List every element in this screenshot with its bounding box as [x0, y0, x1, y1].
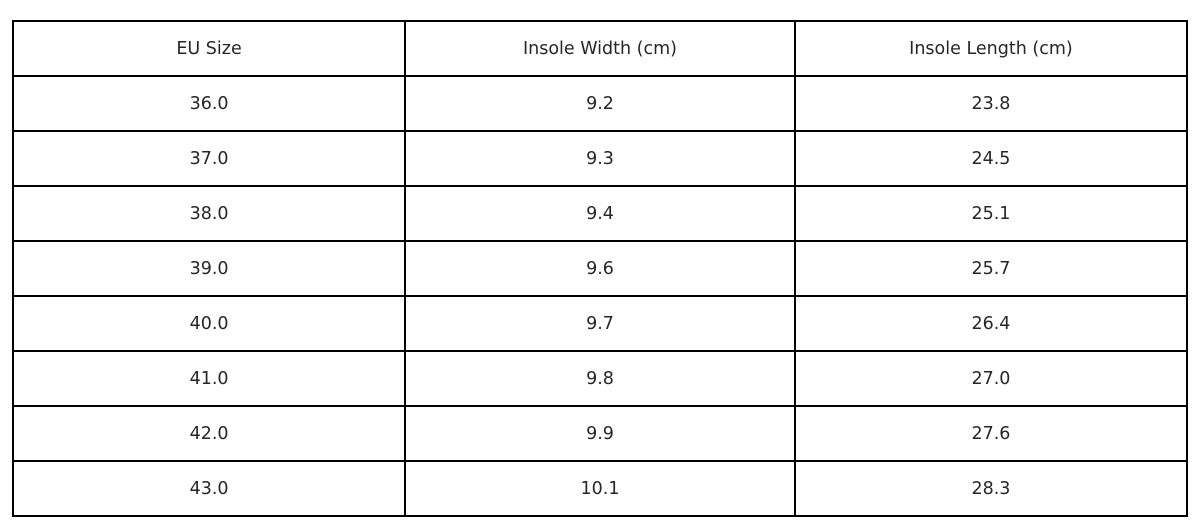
table-cell: 42.0	[11, 405, 407, 462]
table-cell: 27.6	[793, 405, 1189, 462]
table-cell: 37.0	[11, 130, 407, 187]
table-cell: 9.4	[404, 185, 796, 242]
table-cell: 10.1	[404, 460, 796, 517]
column-header: EU Size	[11, 20, 407, 77]
table-cell: 38.0	[11, 185, 407, 242]
table-row: 39.0 9.6 25.7	[11, 240, 1189, 297]
table-cell: 9.2	[404, 75, 796, 132]
table-row: 43.0 10.1 28.3	[11, 460, 1189, 517]
header-row: EU Size Insole Width (cm) Insole Length (c…	[11, 20, 1189, 77]
table-cell: 43.0	[11, 460, 407, 517]
table-body: 36.0 9.2 23.8 37.0 9.3 24.5 38.0 9.4 25.1 39.0 9.6…	[11, 75, 1189, 517]
size-chart-container: EU Size Insole Width (cm) Insole Length (c…	[11, 20, 1189, 517]
table-row: 41.0 9.8 27.0	[11, 350, 1189, 407]
table-cell: 9.3	[404, 130, 796, 187]
table-cell: 27.0	[793, 350, 1189, 407]
table-cell: 25.1	[793, 185, 1189, 242]
table-cell: 25.7	[793, 240, 1189, 297]
table-cell: 40.0	[11, 295, 407, 352]
table-cell: 26.4	[793, 295, 1189, 352]
table-row: 38.0 9.4 25.1	[11, 185, 1189, 242]
table-row: 42.0 9.9 27.6	[11, 405, 1189, 462]
table-header: EU Size Insole Width (cm) Insole Length (c…	[11, 20, 1189, 77]
column-header: Insole Length (cm)	[793, 20, 1189, 77]
table-cell: 28.3	[793, 460, 1189, 517]
table-row: 36.0 9.2 23.8	[11, 75, 1189, 132]
column-header: Insole Width (cm)	[404, 20, 796, 77]
table-cell: 9.9	[404, 405, 796, 462]
table-cell: 41.0	[11, 350, 407, 407]
table-cell: 36.0	[11, 75, 407, 132]
table-cell: 9.8	[404, 350, 796, 407]
size-chart-table: EU Size Insole Width (cm) Insole Length (c…	[11, 20, 1189, 517]
table-row: 40.0 9.7 26.4	[11, 295, 1189, 352]
table-cell: 23.8	[793, 75, 1189, 132]
table-cell: 39.0	[11, 240, 407, 297]
table-cell: 9.7	[404, 295, 796, 352]
table-cell: 9.6	[404, 240, 796, 297]
table-row: 37.0 9.3 24.5	[11, 130, 1189, 187]
table-cell: 24.5	[793, 130, 1189, 187]
